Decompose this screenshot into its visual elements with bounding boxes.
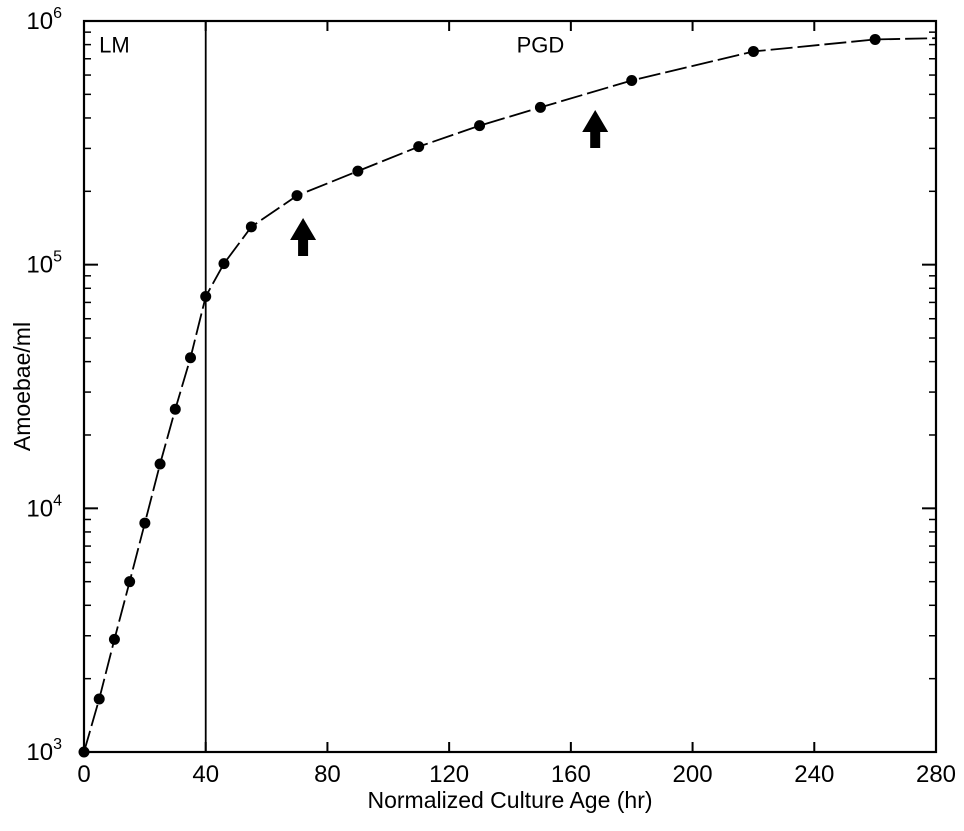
data-point bbox=[154, 458, 166, 470]
data-point bbox=[352, 165, 364, 177]
data-point bbox=[78, 746, 90, 758]
x-tick-label: 160 bbox=[551, 761, 591, 788]
x-axis-title: Normalized Culture Age (hr) bbox=[367, 787, 652, 813]
y-tick-label: 104 bbox=[26, 492, 62, 522]
y-tick-label: 103 bbox=[26, 736, 62, 766]
data-point bbox=[869, 33, 881, 45]
arrow-up-marker bbox=[582, 110, 609, 148]
data-point bbox=[245, 221, 257, 233]
labels: 0 40 80 120 160 200 240 280 103 104 105 106 Normaliz… bbox=[9, 5, 956, 813]
data-point bbox=[93, 693, 105, 705]
data-point bbox=[747, 45, 759, 57]
plot-frame bbox=[82, 19, 938, 754]
data-point bbox=[291, 190, 303, 202]
axis-ticks bbox=[83, 20, 937, 753]
y-tick-label: 106 bbox=[26, 5, 62, 35]
plot-border bbox=[82, 19, 938, 754]
x-tick-label: 0 bbox=[77, 761, 90, 788]
growth-curve bbox=[83, 37, 937, 753]
data-point bbox=[218, 258, 230, 270]
x-tick-label: 200 bbox=[673, 761, 713, 788]
region-label-pgd: PGD bbox=[517, 33, 565, 58]
arrow-up-marker bbox=[290, 218, 317, 256]
data-point bbox=[185, 352, 196, 364]
data-point bbox=[474, 120, 486, 132]
y-axis-title: Amoebae/ml bbox=[9, 322, 35, 451]
x-tick-label: 80 bbox=[314, 761, 341, 788]
x-tick-label: 40 bbox=[192, 761, 219, 788]
data-point bbox=[124, 576, 136, 588]
data-point bbox=[139, 517, 151, 529]
y-tick-label: 105 bbox=[26, 249, 62, 279]
x-tick-label: 120 bbox=[429, 761, 469, 788]
data-point bbox=[108, 633, 120, 645]
data-point bbox=[169, 403, 181, 415]
data-points bbox=[78, 33, 881, 758]
data-point bbox=[626, 74, 638, 86]
arrows bbox=[290, 110, 609, 256]
data-point bbox=[534, 101, 546, 113]
x-tick-label: 240 bbox=[794, 761, 834, 788]
region-label-lm: LM bbox=[99, 33, 130, 58]
growth-curve-line bbox=[83, 37, 937, 753]
data-point bbox=[413, 141, 425, 153]
data-point bbox=[200, 291, 212, 303]
x-tick-label: 280 bbox=[916, 761, 956, 788]
